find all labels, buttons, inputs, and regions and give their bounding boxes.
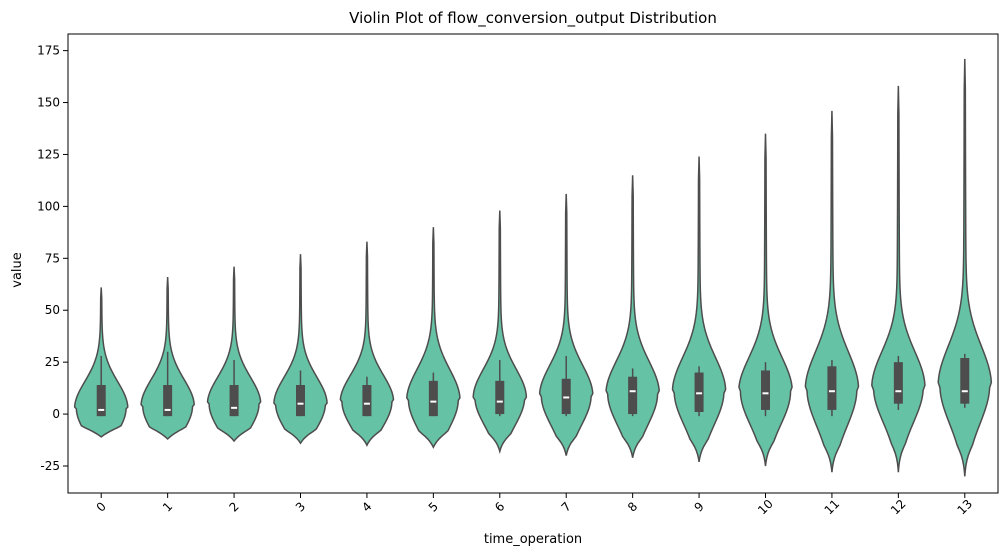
violin-body: [671, 156, 727, 462]
chart-title: Violin Plot of flow_conversion_output Di…: [349, 9, 717, 28]
x-tick-label: 12: [888, 497, 909, 518]
x-tick-label: 3: [293, 499, 308, 514]
violin-iqr-box: [893, 362, 903, 404]
violin-body: [472, 210, 528, 455]
violin-body: [206, 266, 262, 443]
y-tick-label: 25: [45, 355, 60, 369]
x-tick-label: 0: [94, 499, 109, 514]
violin-iqr-box: [428, 380, 438, 417]
x-tick-label: 11: [822, 497, 843, 518]
violin-body: [871, 85, 926, 473]
violin-body: [273, 254, 328, 445]
y-tick-label: 100: [37, 199, 60, 213]
violin-body: [339, 241, 395, 447]
violin-iqr-box: [229, 385, 239, 417]
y-tick-label: 175: [37, 44, 60, 58]
x-tick-label: 2: [226, 499, 241, 514]
x-tick-label: 7: [559, 499, 574, 514]
violin-iqr-box: [163, 385, 173, 417]
violin-iqr-box: [694, 372, 704, 412]
x-tick-label: 10: [755, 497, 776, 518]
y-axis: -25 0 25 50 75 100 125 150 175: [37, 44, 68, 473]
violin-iqr-box: [761, 370, 770, 410]
y-tick-label: 125: [37, 147, 60, 161]
violin-iqr-box: [628, 376, 638, 415]
violin-body: [738, 133, 793, 467]
y-tick-label: 75: [45, 251, 60, 265]
violin-iqr-box: [960, 358, 970, 404]
y-tick-label: -25: [40, 459, 60, 473]
violin-body: [605, 175, 660, 458]
violin-body: [937, 58, 993, 477]
x-tick-label: 6: [492, 499, 507, 514]
violin-body: [538, 193, 594, 456]
x-tick-label: 9: [691, 499, 706, 514]
x-axis-label: time_operation: [484, 532, 582, 547]
y-axis-label: value: [10, 252, 25, 288]
violin-body: [804, 110, 860, 473]
violin-iqr-box: [296, 385, 305, 417]
x-axis: 0 1 2 3 4 5 6 7 8 9 10 11 12 13: [94, 493, 975, 518]
plot-frame: [67, 33, 999, 494]
violin-iqr-box: [96, 385, 106, 417]
y-tick-label: 150: [37, 96, 60, 110]
violin-body: [406, 227, 461, 449]
y-tick-label: 50: [45, 303, 60, 317]
x-tick-label: 4: [359, 499, 374, 514]
violin-iqr-box: [495, 380, 505, 415]
x-tick-label: 8: [625, 499, 640, 514]
x-tick-label: 13: [954, 497, 975, 518]
y-tick-label: 0: [52, 407, 60, 421]
violins-group: [73, 58, 993, 477]
x-tick-label: 1: [160, 499, 175, 514]
x-tick-label: 5: [426, 499, 441, 514]
violin-iqr-box: [561, 378, 571, 415]
violin-iqr-box: [362, 385, 372, 417]
violin-iqr-box: [827, 366, 837, 410]
